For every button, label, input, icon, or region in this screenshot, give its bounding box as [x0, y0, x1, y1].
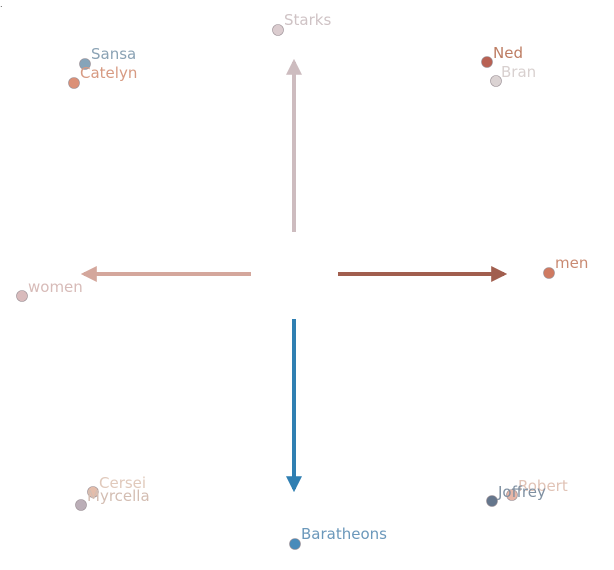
- point-marker: [481, 56, 493, 68]
- point-label: Joffrey: [497, 483, 546, 501]
- point-marker: [87, 486, 99, 498]
- point-label: Ned: [493, 44, 523, 62]
- point-marker: [75, 499, 87, 511]
- point-marker: [486, 495, 498, 507]
- point-marker: [543, 267, 555, 279]
- point-myrcella: Myrcella: [75, 487, 150, 511]
- point-baratheons: Baratheons: [289, 525, 387, 550]
- points-group: Starks Sansa Catelyn Ned Bran men women: [16, 11, 588, 550]
- point-marker: [289, 538, 301, 550]
- point-cersei: Cersei: [87, 474, 146, 498]
- point-bran: Bran: [490, 63, 536, 87]
- point-men: men: [543, 254, 588, 279]
- point-ned: Ned: [481, 44, 523, 68]
- point-starks: Starks: [272, 11, 331, 36]
- point-women: women: [16, 278, 83, 302]
- point-label: Cersei: [99, 474, 146, 492]
- point-marker: [272, 24, 284, 36]
- point-label: Sansa: [91, 45, 136, 63]
- point-marker: [68, 77, 80, 89]
- point-marker: [490, 75, 502, 87]
- point-label: Myrcella: [87, 487, 150, 505]
- point-label: men: [555, 254, 588, 272]
- point-label: women: [28, 278, 83, 296]
- point-marker: [79, 58, 91, 70]
- point-joffrey: Joffrey: [486, 483, 546, 507]
- point-sansa: Sansa: [79, 45, 136, 70]
- corner-dot: .: [0, 0, 3, 9]
- point-label: Catelyn: [80, 64, 137, 82]
- point-label: Starks: [284, 11, 331, 29]
- point-marker: [16, 290, 28, 302]
- point-label: Bran: [501, 63, 536, 81]
- point-robert: Robert: [506, 477, 568, 501]
- point-catelyn: Catelyn: [68, 64, 137, 89]
- point-label: Robert: [518, 477, 568, 495]
- arrows-group: [80, 58, 508, 493]
- point-marker: [506, 489, 518, 501]
- point-label: Baratheons: [301, 525, 387, 543]
